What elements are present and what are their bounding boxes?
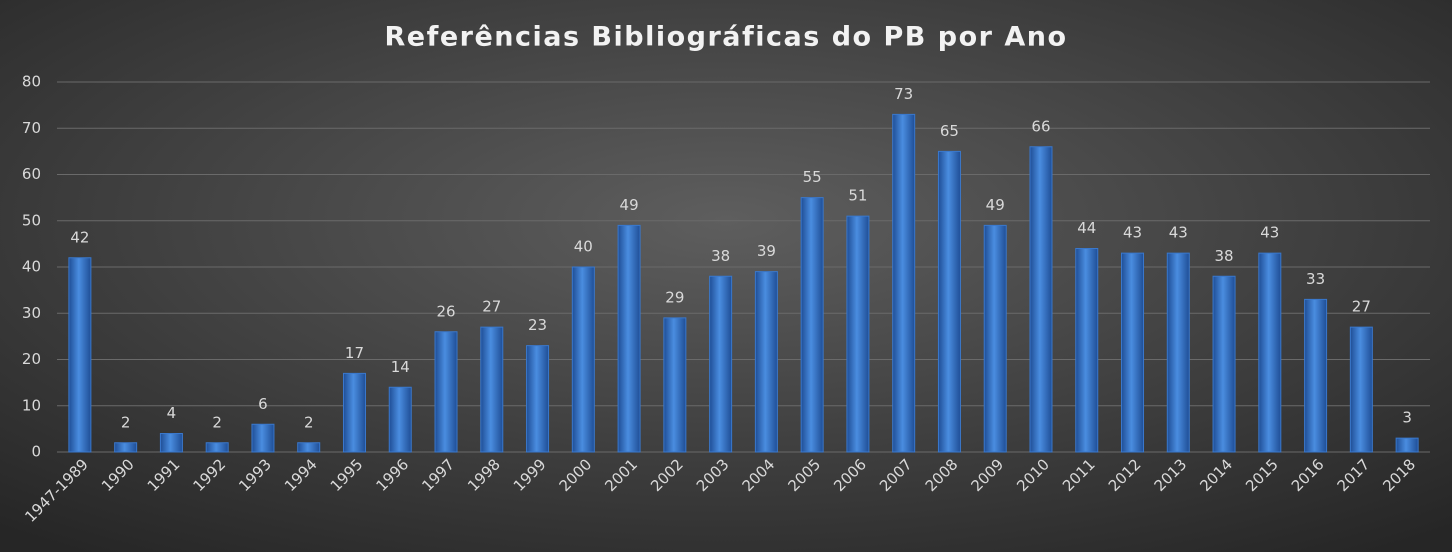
- bar: [1395, 437, 1419, 453]
- data-label: 33: [1306, 270, 1325, 288]
- data-label: 2: [212, 413, 222, 431]
- data-label: 38: [711, 247, 730, 265]
- bar: [846, 215, 870, 453]
- data-label: 65: [940, 122, 959, 140]
- bar: [1121, 252, 1145, 453]
- bar: [937, 150, 961, 453]
- bar: [709, 275, 733, 453]
- bar: [205, 442, 229, 453]
- bar: [1075, 248, 1099, 453]
- bar: [68, 257, 92, 453]
- bar: [434, 331, 458, 453]
- y-tick-label: 10: [22, 396, 41, 414]
- bar: [342, 372, 366, 453]
- bar: [526, 345, 550, 453]
- y-tick-label: 40: [22, 258, 41, 276]
- bar: [617, 224, 641, 453]
- data-label: 38: [1215, 247, 1234, 265]
- y-tick-label: 80: [22, 73, 41, 91]
- data-label: 49: [986, 196, 1005, 214]
- data-label: 2: [304, 413, 314, 431]
- data-label: 29: [665, 288, 684, 306]
- data-label: 73: [894, 85, 913, 103]
- bar: [892, 113, 916, 453]
- data-label: 44: [1077, 219, 1096, 237]
- data-label: 26: [436, 302, 455, 320]
- bar: [480, 326, 504, 453]
- bar: [159, 433, 183, 453]
- data-label: 27: [1352, 298, 1371, 316]
- bar: [1349, 326, 1373, 453]
- data-label: 2: [121, 413, 131, 431]
- bar: [297, 442, 321, 453]
- bar: [754, 271, 778, 453]
- data-label: 42: [70, 228, 89, 246]
- data-label: 3: [1402, 409, 1412, 427]
- y-tick-label: 70: [22, 119, 41, 137]
- bar: [800, 197, 824, 453]
- bar: [1029, 146, 1053, 453]
- data-label: 66: [1031, 117, 1050, 135]
- data-label: 43: [1169, 224, 1188, 242]
- y-tick-label: 20: [22, 350, 41, 368]
- chart-title: Referências Bibliográficas do PB por Ano: [384, 22, 1067, 53]
- bar: [251, 423, 275, 453]
- y-tick-label: 50: [22, 211, 41, 229]
- data-label: 6: [258, 395, 268, 413]
- bar: [663, 317, 687, 453]
- bar: [388, 386, 412, 453]
- data-label: 40: [574, 238, 593, 256]
- bar: [1258, 252, 1282, 453]
- data-label: 43: [1260, 224, 1279, 242]
- bar: [1304, 298, 1328, 453]
- bar: [571, 266, 595, 453]
- y-tick-label: 60: [22, 165, 41, 183]
- data-label: 17: [345, 344, 364, 362]
- y-tick-label: 0: [31, 443, 41, 461]
- bar: [114, 442, 138, 453]
- data-label: 55: [803, 168, 822, 186]
- bar: [1166, 252, 1190, 453]
- data-label: 43: [1123, 224, 1142, 242]
- data-label: 51: [848, 187, 867, 205]
- data-label: 4: [167, 404, 177, 422]
- data-label: 27: [482, 298, 501, 316]
- data-label: 49: [620, 196, 639, 214]
- data-label: 14: [391, 358, 410, 376]
- bar: [1212, 275, 1236, 453]
- data-label: 39: [757, 242, 776, 260]
- y-tick-label: 30: [22, 304, 41, 322]
- bar: [983, 224, 1007, 453]
- data-label: 23: [528, 316, 547, 334]
